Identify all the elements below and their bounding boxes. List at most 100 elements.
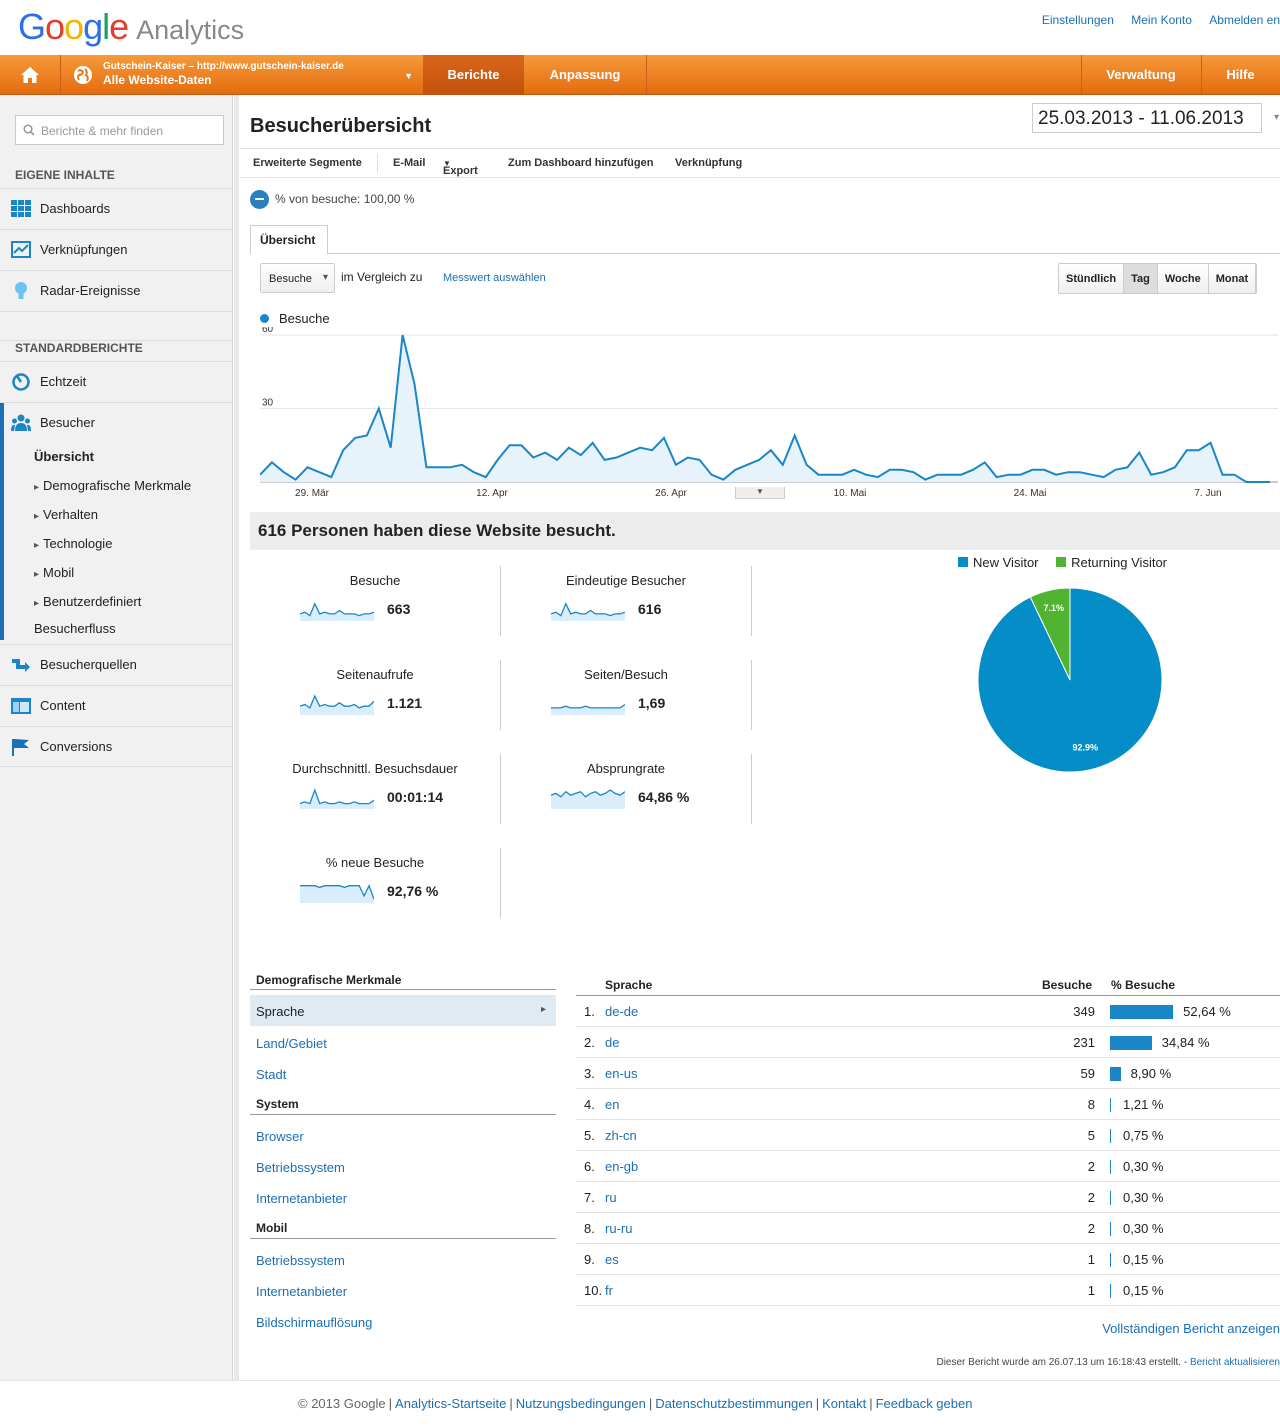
row-language-link[interactable]: en-gb	[605, 1159, 639, 1174]
sparkline-area	[300, 885, 374, 903]
divider	[250, 989, 556, 990]
scorecard-divider	[751, 660, 752, 730]
footer-link-privacy[interactable]: Datenschutzbestimmungen	[655, 1396, 813, 1411]
sidebar-subitem-mobile[interactable]: Mobil	[34, 565, 74, 580]
row-rank: 10.	[584, 1283, 603, 1298]
sidebar: Berichte & mehr finden EIGENE INHALTE Da…	[0, 95, 239, 1380]
row-visits-pct: 0,30 %	[1123, 1221, 1164, 1236]
sidebar-item-dashboards[interactable]: Dashboards	[0, 188, 233, 229]
nav-reports-tab[interactable]: Berichte	[423, 55, 524, 95]
sidebar-item-conversions[interactable]: Conversions	[0, 726, 233, 767]
sidebar-item-traffic-sources[interactable]: Besucherquellen	[0, 644, 233, 685]
account-selector[interactable]: Gutschein-Kaiser – http://www.gutschein-…	[61, 55, 423, 95]
sidebar-item-intelligence-events[interactable]: Radar-Ereignisse	[0, 270, 233, 311]
nav-customization-tab[interactable]: Anpassung	[549, 67, 621, 82]
row-language-link[interactable]: fr	[605, 1283, 613, 1298]
sign-out-link[interactable]: Abmelden en	[1209, 13, 1280, 27]
sidebar-subitem-visitors-flow[interactable]: Besucherfluss	[34, 621, 116, 636]
row-rank: 1.	[584, 1004, 595, 1019]
mobile-item-resolution[interactable]: Bildschirmauflösung	[256, 1315, 373, 1330]
shortcut-button[interactable]: Verknüpfung	[675, 157, 743, 169]
pie-legend: New Visitor Returning Visitor	[958, 555, 1167, 570]
mobile-item-os[interactable]: Betriebssystem	[256, 1253, 345, 1268]
footer-link-feedback[interactable]: Feedback geben	[875, 1396, 973, 1411]
row-language-link[interactable]: ru	[605, 1190, 617, 1205]
google-analytics-logo[interactable]: Google Analytics	[18, 6, 245, 47]
chevron-down-icon: ▾	[1273, 112, 1279, 123]
footer-link-contact[interactable]: Kontakt	[822, 1396, 867, 1411]
table-row: 7. ru 2 0,30 %	[576, 1182, 1280, 1213]
table-row: 6. en-gb 2 0,30 %	[576, 1151, 1280, 1182]
demographics-item-country[interactable]: Land/Gebiet	[256, 1036, 327, 1051]
granularity-week[interactable]: Woche	[1157, 264, 1209, 293]
system-heading: System	[256, 1097, 299, 1111]
sparkline-area	[300, 696, 374, 715]
scorecard[interactable]: Besuche 663	[250, 573, 500, 653]
segment-text: % von besuche: 100,00 %	[275, 192, 415, 206]
report-search-input[interactable]: Berichte & mehr finden	[15, 115, 224, 145]
sidebar-item-shortcuts[interactable]: Verknüpfungen	[0, 229, 233, 270]
row-language-link[interactable]: de	[605, 1035, 620, 1050]
system-item-isp[interactable]: Internetanbieter	[256, 1191, 348, 1206]
row-visits: 59	[1080, 1066, 1095, 1081]
nav-help-tab[interactable]: Hilfe	[1201, 55, 1280, 95]
scorecard-title: Seitenaufrufe	[336, 667, 414, 682]
nav-admin-tab[interactable]: Verwaltung	[1106, 67, 1176, 82]
row-visits-pct: 1,21 %	[1123, 1097, 1164, 1112]
demographics-item-language[interactable]: Sprache	[250, 995, 556, 1026]
legend-item-new: New Visitor	[958, 555, 1039, 570]
my-account-link[interactable]: Mein Konto	[1131, 13, 1192, 27]
table-row: 5. zh-cn 5 0,75 %	[576, 1120, 1280, 1151]
chart-collapse-toggle[interactable]: ▼	[735, 487, 785, 499]
sidebar-subitem-demographics[interactable]: Demografische Merkmale	[34, 478, 191, 493]
pie-slice-1[interactable]	[1029, 587, 1071, 681]
footer-link-home[interactable]: Analytics-Startseite	[395, 1396, 507, 1411]
row-language-link[interactable]: es	[605, 1252, 619, 1267]
row-language-link[interactable]: de-de	[605, 1004, 639, 1019]
scorecard[interactable]: Seitenaufrufe 1.121	[250, 667, 500, 747]
sidebar-item-content[interactable]: Content	[0, 685, 233, 726]
sidebar-subitem-behavior[interactable]: Verhalten	[34, 507, 98, 522]
metric-select[interactable]: Besuche	[260, 263, 335, 293]
sidebar-subitem-overview[interactable]: Übersicht	[34, 449, 94, 464]
footer-link-terms[interactable]: Nutzungsbedingungen	[515, 1396, 646, 1411]
advanced-segments-button[interactable]: Erweiterte Segmente	[253, 157, 362, 169]
sparkline	[551, 703, 625, 715]
sidebar-item-audience[interactable]: Besucher	[0, 402, 233, 443]
settings-link[interactable]: Einstellungen	[1041, 13, 1114, 27]
scorecard[interactable]: Seiten/Besuch 1,69	[501, 667, 751, 747]
home-button[interactable]	[0, 55, 60, 95]
x-tick-label: 26. Apr	[655, 488, 687, 499]
mobile-item-isp[interactable]: Internetanbieter	[256, 1284, 348, 1299]
refresh-report-link[interactable]: Bericht aktualisieren	[1189, 1357, 1280, 1368]
scorecard[interactable]: Eindeutige Besucher 616	[501, 573, 751, 653]
granularity-day[interactable]: Tag	[1124, 264, 1158, 293]
date-range-picker[interactable]: 25.03.2013 - 11.06.2013 ▾	[1032, 103, 1279, 133]
select-metric-link[interactable]: Messwert auswählen	[443, 272, 546, 284]
system-item-os[interactable]: Betriebssystem	[256, 1160, 345, 1175]
granularity-month[interactable]: Monat	[1208, 264, 1257, 293]
full-report-link[interactable]: Vollständigen Bericht anzeigen	[1102, 1321, 1280, 1336]
system-item-browser[interactable]: Browser	[256, 1129, 304, 1144]
add-to-dashboard-button[interactable]: Zum Dashboard hinzufügen	[508, 157, 654, 169]
scorecard[interactable]: Absprungrate 64,86 %	[501, 761, 751, 841]
segment-minus-icon[interactable]	[250, 190, 269, 209]
email-button[interactable]: E-Mail	[393, 157, 426, 169]
granularity-hourly[interactable]: Stündlich	[1059, 264, 1125, 293]
row-language-link[interactable]: en-us	[605, 1066, 638, 1081]
export-button[interactable]: Export ▼	[443, 157, 478, 177]
demographics-item-city[interactable]: Stadt	[256, 1067, 287, 1082]
scorecard-value: 1.121	[387, 695, 423, 711]
scorecard[interactable]: Durchschnittl. Besuchsdauer 00:01:14	[250, 761, 500, 841]
tab-overview[interactable]: Übersicht	[250, 225, 328, 255]
row-language-link[interactable]: ru-ru	[605, 1221, 633, 1236]
row-language-link[interactable]: en	[605, 1097, 620, 1112]
divider	[250, 1238, 556, 1239]
sidebar-item-realtime[interactable]: Echtzeit	[0, 361, 233, 402]
shortcut-chart-icon	[11, 241, 31, 258]
sidebar-subitem-technology[interactable]: Technologie	[34, 536, 112, 551]
sidebar-subitem-custom[interactable]: Benutzerdefiniert	[34, 594, 141, 609]
area-fill	[260, 335, 1270, 482]
scorecard[interactable]: % neue Besuche 92,76 %	[250, 855, 500, 935]
row-language-link[interactable]: zh-cn	[605, 1128, 637, 1143]
